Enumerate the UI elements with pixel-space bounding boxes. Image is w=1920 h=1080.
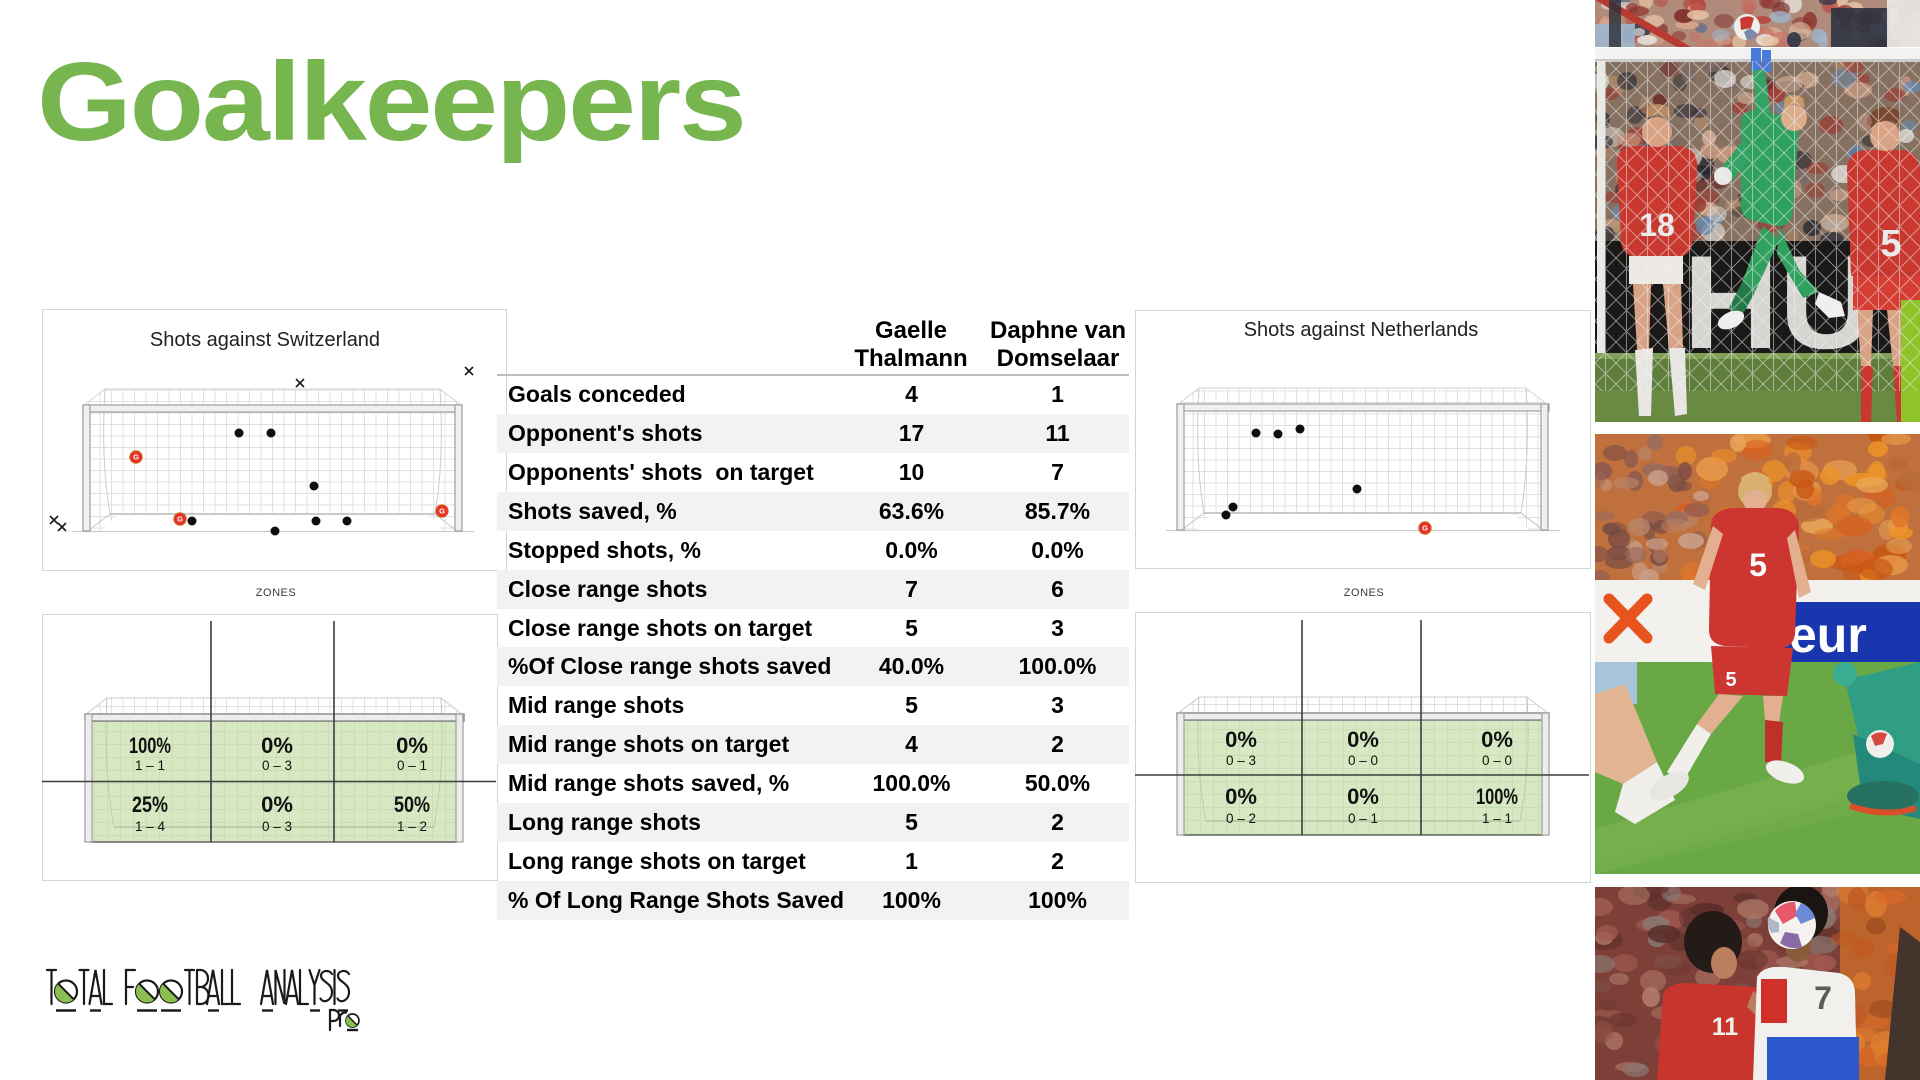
svg-text:0%: 0% — [396, 733, 428, 758]
svg-text:0 – 0: 0 – 0 — [1348, 753, 1378, 768]
svg-text:5: 5 — [1725, 669, 1736, 691]
svg-text:0%: 0% — [1347, 784, 1379, 809]
svg-text:G: G — [177, 515, 183, 524]
svg-text:0 – 0: 0 – 0 — [1482, 753, 1512, 768]
svg-text:0%: 0% — [1225, 727, 1257, 752]
svg-text:0%: 0% — [1225, 784, 1257, 809]
svg-text:0 – 2: 0 – 2 — [1226, 811, 1256, 826]
svg-text:G: G — [133, 453, 139, 462]
svg-text:0 – 3: 0 – 3 — [1226, 753, 1256, 768]
svg-text:eur: eur — [1789, 607, 1867, 663]
svg-text:1 – 2: 1 – 2 — [397, 819, 427, 834]
svg-text:G: G — [1422, 524, 1428, 533]
svg-text:0 – 3: 0 – 3 — [262, 758, 292, 773]
svg-text:0 – 1: 0 – 1 — [397, 758, 427, 773]
svg-text:100%: 100% — [129, 733, 171, 758]
svg-text:7: 7 — [1814, 980, 1832, 1016]
svg-text:1 – 1: 1 – 1 — [135, 758, 165, 773]
svg-text:0 – 3: 0 – 3 — [262, 819, 292, 834]
svg-text:100%: 100% — [1476, 784, 1518, 809]
svg-text:G: G — [439, 507, 445, 516]
svg-text:0%: 0% — [261, 792, 293, 817]
svg-text:1 – 4: 1 – 4 — [135, 819, 166, 834]
svg-text:0 – 1: 0 – 1 — [1348, 811, 1378, 826]
svg-text:0%: 0% — [1481, 727, 1513, 752]
svg-text:50%: 50% — [394, 792, 430, 817]
svg-text:25%: 25% — [132, 792, 168, 817]
svg-text:0%: 0% — [1347, 727, 1379, 752]
svg-text:11: 11 — [1712, 1013, 1739, 1041]
svg-text:0%: 0% — [261, 733, 293, 758]
svg-text:1 – 1: 1 – 1 — [1482, 811, 1512, 826]
svg-text:5: 5 — [1749, 547, 1767, 583]
